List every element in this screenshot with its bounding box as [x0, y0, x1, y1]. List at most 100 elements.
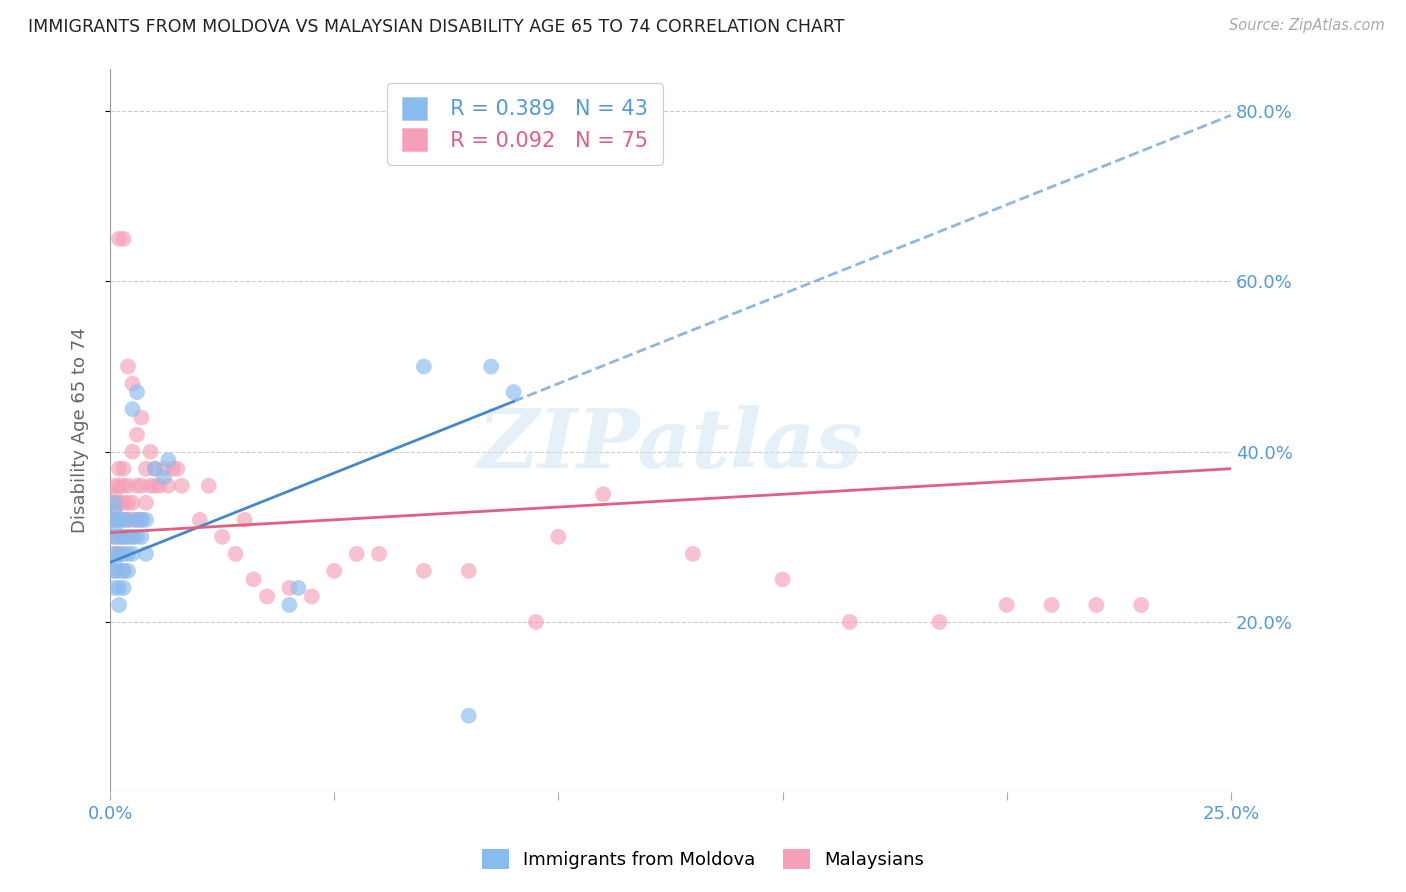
- Point: [153, 461, 176, 475]
- Point: [103, 504, 125, 518]
- Point: [112, 564, 135, 578]
- Point: [125, 385, 148, 400]
- Point: [682, 547, 704, 561]
- Point: [139, 479, 162, 493]
- Point: [108, 496, 131, 510]
- Point: [117, 359, 139, 374]
- Point: [121, 444, 143, 458]
- Point: [121, 530, 143, 544]
- Point: [117, 547, 139, 561]
- Point: [323, 564, 346, 578]
- Point: [1085, 598, 1108, 612]
- Point: [108, 547, 131, 561]
- Point: [103, 496, 125, 510]
- Point: [135, 496, 157, 510]
- Point: [125, 513, 148, 527]
- Point: [412, 564, 434, 578]
- Point: [135, 513, 157, 527]
- Point: [139, 444, 162, 458]
- Point: [112, 530, 135, 544]
- Point: [143, 461, 166, 475]
- Point: [135, 461, 157, 475]
- Point: [117, 564, 139, 578]
- Point: [103, 564, 125, 578]
- Point: [225, 547, 247, 561]
- Point: [412, 359, 434, 374]
- Point: [103, 479, 125, 493]
- Point: [103, 513, 125, 527]
- Point: [108, 598, 131, 612]
- Point: [112, 513, 135, 527]
- Point: [148, 479, 170, 493]
- Point: [170, 479, 193, 493]
- Point: [143, 461, 166, 475]
- Point: [1040, 598, 1063, 612]
- Point: [287, 581, 309, 595]
- Point: [103, 530, 125, 544]
- Point: [112, 547, 135, 561]
- Point: [117, 530, 139, 544]
- Point: [368, 547, 391, 561]
- Point: [103, 530, 125, 544]
- Point: [103, 555, 125, 569]
- Point: [112, 564, 135, 578]
- Point: [457, 708, 479, 723]
- Point: [188, 513, 211, 527]
- Point: [502, 385, 524, 400]
- Point: [157, 479, 180, 493]
- Point: [121, 547, 143, 561]
- Point: [143, 479, 166, 493]
- Text: IMMIGRANTS FROM MOLDOVA VS MALAYSIAN DISABILITY AGE 65 TO 74 CORRELATION CHART: IMMIGRANTS FROM MOLDOVA VS MALAYSIAN DIS…: [28, 18, 845, 36]
- Point: [547, 530, 569, 544]
- Point: [108, 530, 131, 544]
- Point: [772, 573, 794, 587]
- Point: [103, 496, 125, 510]
- Point: [838, 615, 860, 629]
- Point: [131, 410, 153, 425]
- Text: Source: ZipAtlas.com: Source: ZipAtlas.com: [1229, 18, 1385, 33]
- Point: [125, 513, 148, 527]
- Point: [108, 581, 131, 595]
- Point: [108, 232, 131, 246]
- Legend: Immigrants from Moldova, Malaysians: Immigrants from Moldova, Malaysians: [472, 839, 934, 879]
- Point: [197, 479, 219, 493]
- Point: [112, 479, 135, 493]
- Point: [121, 530, 143, 544]
- Point: [166, 461, 188, 475]
- Point: [278, 581, 301, 595]
- Point: [928, 615, 950, 629]
- Point: [108, 479, 131, 493]
- Point: [135, 547, 157, 561]
- Y-axis label: Disability Age 65 to 74: Disability Age 65 to 74: [72, 327, 89, 533]
- Point: [457, 564, 479, 578]
- Point: [256, 590, 278, 604]
- Point: [162, 461, 184, 475]
- Point: [346, 547, 368, 561]
- Point: [112, 530, 135, 544]
- Point: [117, 479, 139, 493]
- Point: [121, 376, 143, 391]
- Point: [103, 564, 125, 578]
- Point: [479, 359, 502, 374]
- Point: [131, 530, 153, 544]
- Point: [211, 530, 233, 544]
- Point: [121, 513, 143, 527]
- Point: [117, 513, 139, 527]
- Point: [103, 513, 125, 527]
- Point: [131, 479, 153, 493]
- Point: [103, 547, 125, 561]
- Point: [592, 487, 614, 501]
- Point: [103, 581, 125, 595]
- Point: [108, 513, 131, 527]
- Point: [131, 513, 153, 527]
- Point: [103, 504, 125, 518]
- Point: [125, 427, 148, 442]
- Point: [121, 402, 143, 417]
- Point: [153, 470, 176, 484]
- Point: [125, 479, 148, 493]
- Point: [117, 530, 139, 544]
- Point: [524, 615, 547, 629]
- Point: [278, 598, 301, 612]
- Point: [125, 530, 148, 544]
- Point: [301, 590, 323, 604]
